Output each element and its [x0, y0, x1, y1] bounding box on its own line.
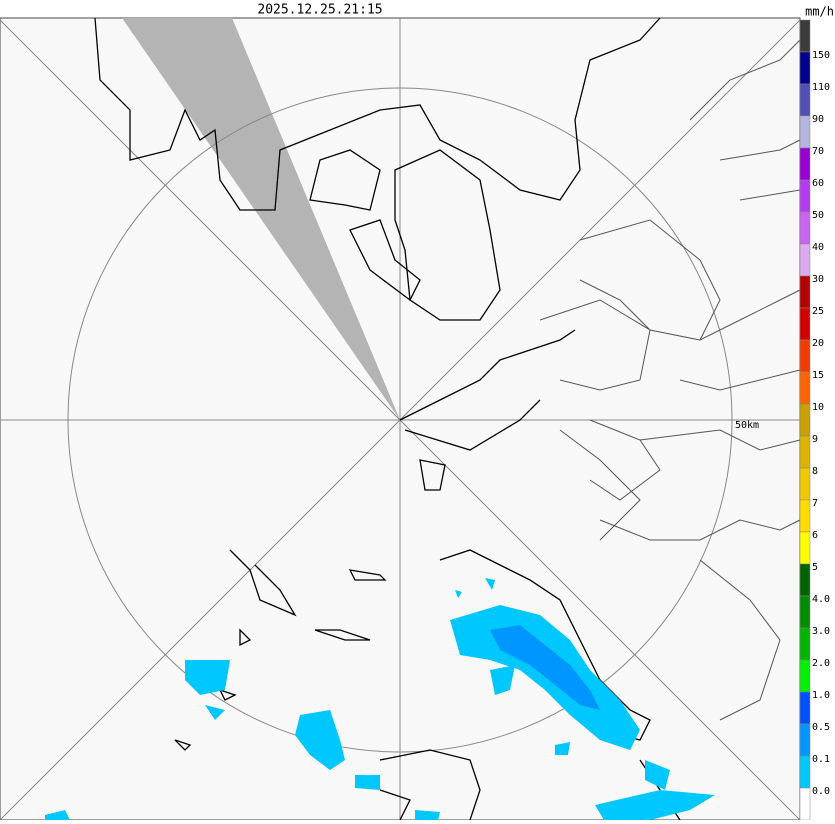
legend-swatch	[799, 499, 811, 533]
rain-echo	[45, 578, 715, 824]
coastline	[94, 17, 661, 211]
legend-swatch	[799, 659, 811, 693]
blocked-sector	[122, 18, 400, 420]
legend-swatch	[799, 595, 811, 629]
legend-swatch	[799, 787, 811, 821]
coastline	[309, 149, 421, 301]
district-border	[539, 39, 801, 721]
legend-label: 50	[812, 210, 824, 221]
timestamp: 2025.12.25.21:15	[257, 3, 382, 18]
legend-label: 30	[812, 274, 824, 285]
legend-swatch	[799, 403, 811, 437]
legend-swatch	[799, 755, 811, 789]
legend-swatch	[799, 339, 811, 373]
legend-label: 150	[812, 50, 830, 61]
legend-label: 0.1	[812, 754, 830, 765]
legend-swatch	[799, 211, 811, 245]
legend-swatch	[799, 435, 811, 469]
legend-label: 60	[812, 178, 824, 189]
legend-swatch	[799, 19, 811, 53]
coastline	[394, 149, 501, 321]
legend-label: 10	[812, 402, 824, 413]
legend-label: 70	[812, 146, 824, 157]
legend-swatch	[799, 275, 811, 309]
legend-swatch	[799, 51, 811, 85]
legend-label: 1.0	[812, 690, 830, 701]
legend-swatch	[799, 243, 811, 277]
legend-label: 4.0	[812, 594, 830, 605]
legend-swatch	[799, 147, 811, 181]
map	[0, 17, 801, 821]
legend: 150 110 90 70 60 50 40 30 25 20 15 10 9 8 7 6 5 4.0 3.0 2.0…	[799, 19, 830, 821]
legend-label: 25	[812, 306, 824, 317]
legend-label: 0.5	[812, 722, 830, 733]
legend-swatch	[799, 531, 811, 565]
legend-label: 7	[812, 498, 818, 509]
legend-label: 6	[812, 530, 818, 541]
legend-swatch	[799, 563, 811, 597]
legend-label: 2.0	[812, 658, 830, 669]
coastline	[174, 549, 387, 751]
legend-label: 0.0	[812, 786, 830, 797]
legend-label: 90	[812, 114, 824, 125]
precipitation	[45, 578, 715, 824]
rain-echo	[490, 625, 600, 710]
legend-label: 8	[812, 466, 818, 477]
legend-swatch	[799, 179, 811, 213]
legend-label: 3.0	[812, 626, 830, 637]
legend-label: 20	[812, 338, 824, 349]
legend-swatch	[799, 115, 811, 149]
legend-label: 110	[812, 82, 830, 93]
legend-swatch	[799, 307, 811, 341]
coastline	[399, 329, 576, 491]
range-label: 50km	[735, 420, 759, 431]
legend-swatch	[799, 691, 811, 725]
legend-label: 15	[812, 370, 824, 381]
legend-label: 5	[812, 562, 818, 573]
legend-swatch	[799, 723, 811, 757]
legend-swatch	[799, 83, 811, 117]
legend-label: 40	[812, 242, 824, 253]
legend-unit: mm/h	[805, 5, 834, 19]
legend-swatch	[799, 371, 811, 405]
legend-label: 9	[812, 434, 818, 445]
legend-swatch	[799, 627, 811, 661]
legend-swatch	[799, 467, 811, 501]
